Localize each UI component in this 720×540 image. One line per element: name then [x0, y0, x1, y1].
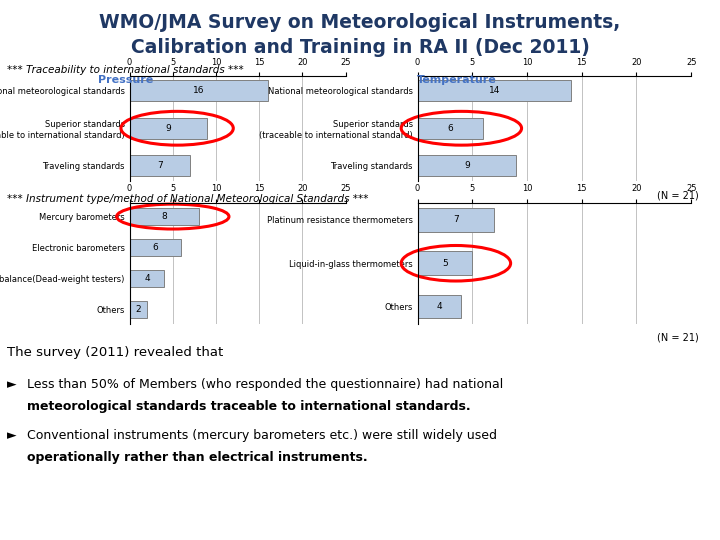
Bar — [418, 156, 516, 176]
Bar — [130, 156, 190, 176]
Text: Temperature: Temperature — [418, 75, 497, 85]
Text: (N = 21): (N = 21) — [657, 190, 698, 200]
Bar — [130, 80, 268, 101]
Bar — [418, 118, 483, 139]
Text: Calibration and Training in RA II (Dec 2011): Calibration and Training in RA II (Dec 2… — [130, 38, 590, 57]
Text: The survey (2011) revealed that: The survey (2011) revealed that — [7, 346, 223, 359]
Bar — [418, 80, 571, 101]
Text: ►: ► — [7, 378, 17, 391]
Text: 9: 9 — [166, 124, 171, 133]
Text: 6: 6 — [448, 124, 454, 133]
Text: 5: 5 — [442, 259, 448, 268]
Text: *** Traceability to international standards ***: *** Traceability to international standa… — [7, 65, 244, 75]
Text: 9: 9 — [464, 161, 469, 170]
Text: 2: 2 — [135, 306, 141, 314]
Text: Pressure: Pressure — [99, 75, 153, 85]
Text: 16: 16 — [193, 86, 204, 95]
Bar — [418, 295, 462, 319]
Text: *** Instrument type/method of National Meteorological Standards ***: *** Instrument type/method of National M… — [7, 194, 369, 205]
Text: ►: ► — [7, 429, 17, 442]
Text: meteorological standards traceable to international standards.: meteorological standards traceable to in… — [27, 400, 471, 413]
Bar — [130, 208, 199, 225]
Text: 7: 7 — [157, 161, 163, 170]
Text: operationally rather than electrical instruments.: operationally rather than electrical ins… — [27, 451, 368, 464]
Bar — [130, 118, 207, 139]
Text: (N = 21): (N = 21) — [657, 332, 698, 342]
Text: 4: 4 — [436, 302, 442, 311]
Bar — [418, 251, 472, 275]
Bar — [130, 239, 181, 256]
Bar — [130, 301, 147, 319]
Text: Conventional instruments (mercury barometers etc.) were still widely used: Conventional instruments (mercury barome… — [27, 429, 498, 442]
Text: 8: 8 — [161, 212, 167, 221]
Text: 7: 7 — [453, 215, 459, 225]
Bar — [130, 270, 164, 287]
Text: WMO/JMA Survey on Meteorological Instruments,: WMO/JMA Survey on Meteorological Instrum… — [99, 14, 621, 32]
Bar — [418, 208, 494, 232]
Text: Less than 50% of Members (who responded the questionnaire) had national: Less than 50% of Members (who responded … — [27, 378, 503, 391]
Text: 4: 4 — [144, 274, 150, 284]
Text: 6: 6 — [153, 243, 158, 252]
Text: 14: 14 — [489, 86, 500, 95]
